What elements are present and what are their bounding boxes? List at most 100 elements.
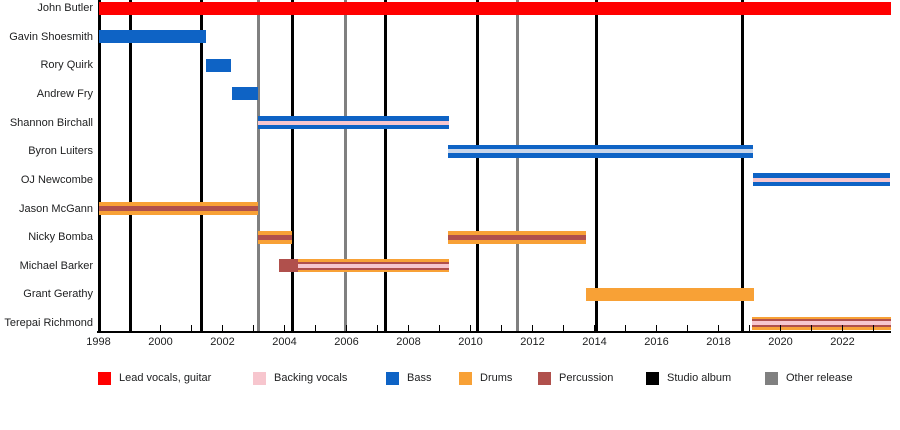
bar-stripe-backing	[752, 321, 891, 325]
bar-stripe-drums	[447, 230, 586, 235]
bar-stripe-percussion	[98, 206, 259, 211]
legend-swatch-album	[646, 372, 659, 385]
bar-stripe-drums	[258, 230, 292, 235]
studio-album-line	[200, 0, 204, 331]
legend-item-backing-vocals: Backing vocals	[253, 372, 403, 386]
bar-stripe-backing	[752, 177, 891, 182]
legend-item-bass: Bass	[386, 372, 536, 386]
other-release-line	[256, 0, 260, 331]
legend-item-other-release: Other release	[765, 372, 900, 386]
plot-area	[97, 0, 891, 331]
member-bar-john-butler	[98, 1, 891, 15]
year-tick	[500, 325, 503, 331]
bar-stripe-drums	[752, 316, 891, 319]
studio-album-line	[740, 0, 744, 331]
year-label: 2012	[520, 336, 545, 348]
year-tick	[748, 325, 751, 331]
bar-stripe-drums	[98, 202, 259, 206]
member-bar-oj-newcombe	[752, 173, 891, 187]
year-label: 1998	[86, 336, 111, 348]
member-bar-grant-gerathy	[585, 287, 755, 301]
year-label: 2016	[644, 336, 669, 348]
member-bar-rory-quirk	[206, 58, 232, 72]
year-tick	[128, 325, 131, 331]
bar-stripe-bass	[752, 181, 891, 187]
member-bar-terepai-richmond	[752, 316, 891, 330]
legend-label: Studio album	[667, 372, 732, 384]
member-bar-shannon-birchall	[258, 116, 450, 130]
legend-swatch-lead	[98, 372, 111, 385]
legend-swatch-other	[765, 372, 778, 385]
legend-swatch-drums	[459, 372, 472, 385]
year-tick	[686, 325, 689, 331]
year-tick	[593, 325, 596, 331]
studio-album-line	[290, 0, 294, 331]
studio-album-line	[97, 0, 101, 331]
bar-stripe-percussion	[752, 319, 891, 321]
year-label: 2002	[210, 336, 235, 348]
legend-label: Lead vocals, guitar	[119, 372, 212, 384]
year-label: 2022	[830, 336, 855, 348]
bar-stripe-percussion	[297, 261, 450, 264]
member-bar-nicky-bomba	[258, 230, 292, 244]
bar-stripe-percussion	[278, 259, 298, 273]
other-release-line	[516, 0, 520, 331]
member-label-rory-quirk: Rory Quirk	[40, 59, 93, 72]
member-label-oj-newcombe: OJ Newcombe	[20, 173, 93, 186]
year-tick	[221, 325, 224, 331]
year-tick	[159, 325, 162, 331]
member-bar-andrew-fry	[231, 87, 259, 101]
studio-album-line	[476, 0, 480, 331]
year-tick	[283, 325, 286, 331]
member-label-jason-mcgann: Jason McGann	[19, 202, 93, 215]
year-tick	[531, 325, 534, 331]
bar-stripe-bass	[258, 116, 450, 121]
legend-swatch-bass	[386, 372, 399, 385]
year-label: 2008	[396, 336, 421, 348]
legend-item-studio-album: Studio album	[646, 372, 796, 386]
x-axis-line	[97, 331, 891, 333]
bar-stripe-drums	[447, 239, 586, 244]
year-tick	[841, 325, 844, 331]
bar-stripe-percussion	[752, 325, 891, 327]
year-label: 2000	[148, 336, 173, 348]
member-label-michael-barker: Michael Barker	[19, 259, 93, 272]
bar-stripe-bass	[447, 144, 753, 150]
year-tick	[717, 325, 720, 331]
legend-label: Other release	[786, 372, 853, 384]
member-bar-michael-barker	[278, 259, 298, 273]
bar-stripe-drums	[585, 287, 755, 301]
year-tick	[314, 325, 317, 331]
year-tick	[376, 325, 379, 331]
bar-stripe-percussion	[297, 267, 450, 270]
member-label-andrew-fry: Andrew Fry	[36, 87, 93, 100]
year-tick	[345, 325, 348, 331]
year-label: 2014	[582, 336, 607, 348]
member-bar-michael-barker	[297, 259, 450, 273]
year-label: 2004	[272, 336, 297, 348]
year-tick	[190, 325, 193, 331]
year-tick	[97, 325, 100, 331]
studio-album-line	[128, 0, 132, 331]
year-tick	[624, 325, 627, 331]
bar-stripe-bass	[258, 124, 450, 130]
year-label: 2006	[334, 336, 359, 348]
member-bar-nicky-bomba	[447, 230, 586, 244]
year-tick	[407, 325, 410, 331]
bar-stripe-bass	[231, 87, 259, 101]
legend-swatch-percussion	[538, 372, 551, 385]
bar-stripe-bass	[98, 30, 207, 44]
legend-item-percussion: Percussion	[538, 372, 688, 386]
bar-stripe-drums	[258, 239, 292, 244]
legend-item-lead-vocals-guitar: Lead vocals, guitar	[98, 372, 248, 386]
member-bar-jason-mcgann	[98, 202, 259, 215]
studio-album-line	[594, 0, 598, 331]
year-tick	[810, 325, 813, 331]
member-label-byron-luiters: Byron Luiters	[28, 145, 93, 158]
legend-swatch-backing	[253, 372, 266, 385]
member-label-shannon-birchall: Shannon Birchall	[9, 116, 93, 129]
year-tick	[779, 325, 782, 331]
bar-stripe-bass_light	[447, 149, 753, 154]
other-release-line	[343, 0, 347, 331]
bar-stripe-drums	[297, 269, 450, 273]
